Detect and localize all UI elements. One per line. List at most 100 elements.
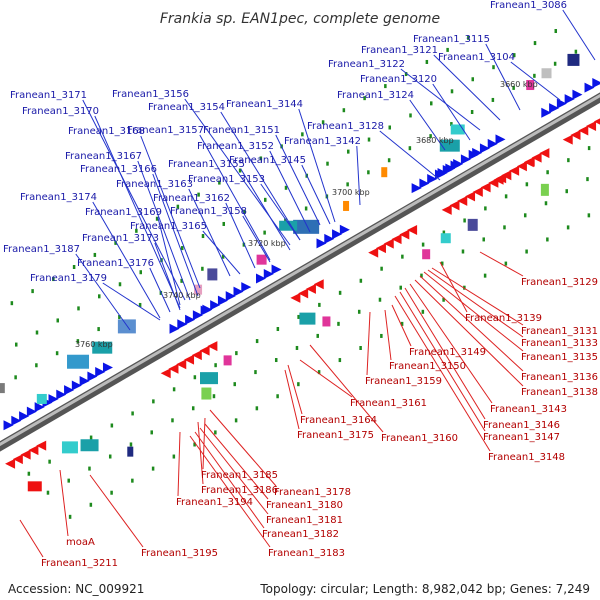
forward-gene-label: Franean1_3162: [153, 193, 230, 204]
reverse-gene-label: Franean1_3147: [483, 432, 560, 443]
tick-dot: [52, 277, 55, 282]
forward-gene-arrow: [339, 224, 350, 235]
reverse-gene-label: Franean1_3161: [350, 398, 427, 409]
gene-block: [439, 139, 460, 152]
forward-gene-label: Franean1_3171: [10, 90, 87, 101]
reverse-gene-arrow: [509, 165, 520, 176]
tick-dot: [440, 261, 444, 266]
tick-dot: [384, 84, 387, 89]
tick-dot: [180, 278, 183, 283]
forward-gene-arrow: [460, 154, 471, 165]
reverse-gene-arrow: [399, 229, 410, 240]
reverse-leader-line: [202, 417, 206, 470]
reverse-gene-arrow: [516, 161, 527, 172]
forward-gene-arrow: [202, 304, 213, 315]
forward-leader-line: [485, 43, 521, 111]
tick-dot: [553, 61, 557, 66]
tick-dot: [214, 430, 217, 435]
tick-dot: [139, 270, 143, 275]
tick-dot: [212, 394, 216, 399]
tick-dot: [97, 327, 100, 332]
tick-dot: [504, 194, 508, 199]
reverse-leader-line: [384, 309, 392, 361]
gene-block: [256, 254, 267, 265]
reverse-gene-label: Franean1_3135: [521, 352, 598, 363]
tick-dot: [14, 342, 18, 347]
gene-block: [200, 372, 219, 385]
reverse-leader-line: [479, 251, 524, 277]
forward-gene-arrow: [102, 362, 113, 373]
gene-block: [381, 167, 388, 178]
tick-dot: [110, 423, 114, 428]
tick-dot: [587, 146, 591, 151]
reverse-leader-line: [309, 344, 384, 433]
reverse-gene-arrow: [570, 130, 581, 141]
forward-gene-arrow: [48, 394, 59, 405]
tick-dot: [46, 490, 50, 495]
tick-dot: [442, 297, 445, 302]
gene-block: [540, 183, 549, 196]
tick-dot: [150, 430, 153, 435]
forward-gene-arrow: [437, 167, 448, 178]
reverse-gene-arrow: [160, 368, 171, 379]
tick-dot: [238, 168, 242, 173]
tick-dot: [363, 96, 366, 101]
reverse-gene-arrow: [562, 134, 573, 145]
tick-dot: [301, 132, 304, 137]
forward-gene-arrow: [34, 402, 45, 413]
reverse-gene-label: moaA: [66, 537, 95, 548]
tick-dot: [425, 59, 429, 64]
forward-gene-arrow: [56, 389, 67, 400]
reverse-leader-line: [423, 271, 524, 352]
tick-dot: [347, 149, 350, 154]
forward-gene-arrow: [487, 138, 498, 149]
reverse-gene-label: Franean1_3138: [521, 387, 598, 398]
forward-leader-line: [140, 135, 201, 289]
tick-dot: [367, 170, 370, 175]
tick-dot: [201, 266, 204, 271]
tick-dot: [401, 254, 404, 259]
tick-dot: [108, 454, 112, 459]
forward-leader-line: [260, 183, 301, 241]
tick-dot: [525, 249, 528, 254]
forward-leader-line: [298, 108, 336, 223]
reverse-leader-line: [366, 311, 371, 376]
tick-dot: [135, 228, 138, 233]
reverse-gene-arrow: [298, 288, 309, 299]
tick-dot: [587, 213, 591, 218]
tick-dot: [259, 156, 263, 161]
forward-gene-label: Franean1_3173: [82, 233, 159, 244]
gene-block: [92, 341, 113, 354]
tick-dot: [284, 185, 288, 190]
tick-dot: [503, 225, 506, 230]
forward-leader-line: [379, 130, 441, 181]
tick-dot: [574, 49, 578, 54]
tick-dot: [586, 177, 589, 182]
forward-gene-arrow: [241, 282, 252, 293]
gene-block: [299, 312, 316, 325]
forward-gene-arrow: [87, 371, 98, 382]
tick-dot: [463, 218, 466, 223]
tick-dot: [35, 363, 38, 368]
forward-gene-arrow: [549, 103, 560, 114]
tick-dot: [482, 237, 485, 242]
reverse-gene-arrow: [36, 440, 47, 451]
forward-gene-label: Franean1_3154: [148, 102, 225, 113]
tick-dot: [566, 225, 570, 230]
tick-dot: [56, 318, 59, 323]
reverse-gene-label: Franean1_3164: [300, 415, 377, 426]
tick-dot: [525, 182, 529, 187]
reverse-gene-arrow: [472, 186, 483, 197]
reverse-leader-line: [189, 435, 271, 548]
forward-gene-arrow: [64, 385, 75, 396]
reverse-gene-label: Franean1_3129: [521, 277, 598, 288]
reverse-gene-arrow: [391, 234, 402, 245]
forward-gene-arrow: [217, 295, 228, 306]
tick-dot: [450, 122, 453, 127]
forward-gene-label: Franean1_3163: [116, 179, 193, 190]
forward-gene-arrow: [233, 286, 244, 297]
tick-dot: [421, 242, 425, 247]
reverse-gene-arrow: [207, 341, 218, 352]
tick-dot: [337, 321, 340, 326]
